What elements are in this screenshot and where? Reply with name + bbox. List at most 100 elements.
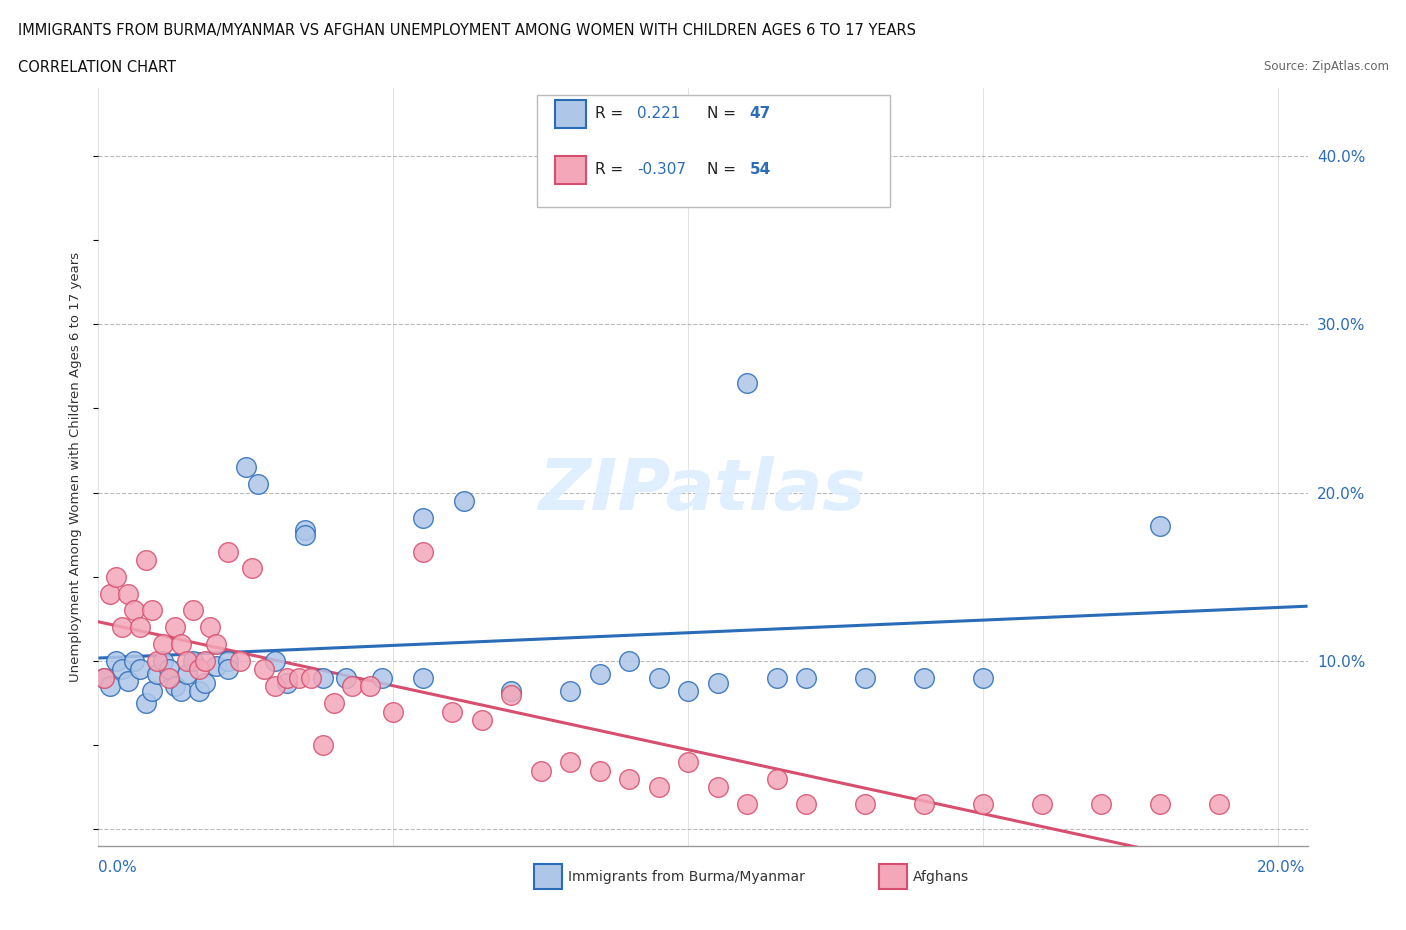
Point bbox=[176, 654, 198, 669]
Point bbox=[706, 675, 728, 690]
Point bbox=[240, 561, 263, 576]
Text: N =: N = bbox=[707, 106, 737, 121]
Point bbox=[246, 477, 269, 492]
Point bbox=[912, 797, 935, 812]
Text: N =: N = bbox=[707, 162, 737, 177]
Point bbox=[412, 511, 434, 525]
Point bbox=[706, 780, 728, 795]
Point bbox=[412, 671, 434, 685]
Point bbox=[340, 679, 363, 694]
Point bbox=[382, 704, 405, 719]
Point bbox=[912, 671, 935, 685]
Text: 47: 47 bbox=[749, 106, 770, 121]
Point bbox=[98, 586, 121, 601]
Point bbox=[111, 620, 134, 635]
Point bbox=[765, 671, 787, 685]
Point bbox=[117, 586, 139, 601]
Point bbox=[1031, 797, 1053, 812]
Text: Immigrants from Burma/Myanmar: Immigrants from Burma/Myanmar bbox=[568, 870, 804, 884]
Point bbox=[412, 544, 434, 559]
Point bbox=[1149, 519, 1171, 534]
Point bbox=[648, 671, 671, 685]
Point bbox=[187, 684, 209, 698]
Point bbox=[294, 527, 316, 542]
Point bbox=[152, 637, 174, 652]
Point bbox=[560, 684, 582, 698]
Point bbox=[141, 684, 163, 698]
Point bbox=[217, 544, 239, 559]
Point bbox=[972, 671, 994, 685]
Point bbox=[370, 671, 392, 685]
Point bbox=[299, 671, 322, 685]
Point bbox=[141, 603, 163, 618]
Point bbox=[359, 679, 381, 694]
Point bbox=[194, 675, 217, 690]
Text: Source: ZipAtlas.com: Source: ZipAtlas.com bbox=[1264, 60, 1389, 73]
Point bbox=[276, 675, 298, 690]
Text: 54: 54 bbox=[749, 162, 770, 177]
Point bbox=[276, 671, 298, 685]
Text: 0.0%: 0.0% bbox=[98, 860, 138, 875]
Point bbox=[619, 772, 641, 787]
Point bbox=[972, 797, 994, 812]
Point bbox=[98, 679, 121, 694]
Point bbox=[453, 494, 475, 509]
Point bbox=[335, 671, 357, 685]
Point bbox=[165, 679, 187, 694]
Text: R =: R = bbox=[595, 106, 623, 121]
Point bbox=[146, 654, 169, 669]
Point bbox=[235, 460, 257, 475]
Point bbox=[678, 684, 700, 698]
Point bbox=[122, 603, 145, 618]
Point bbox=[1090, 797, 1112, 812]
Point bbox=[217, 654, 239, 669]
Point bbox=[589, 763, 612, 777]
Point bbox=[264, 654, 287, 669]
Point bbox=[146, 667, 169, 682]
Point bbox=[105, 569, 128, 584]
Text: -0.307: -0.307 bbox=[637, 162, 686, 177]
Point bbox=[165, 620, 187, 635]
Point bbox=[93, 671, 115, 685]
Point bbox=[294, 523, 316, 538]
Point bbox=[176, 667, 198, 682]
Point bbox=[471, 712, 494, 727]
Point bbox=[157, 662, 180, 677]
Text: 0.221: 0.221 bbox=[637, 106, 681, 121]
Text: R =: R = bbox=[595, 162, 623, 177]
Point bbox=[441, 704, 464, 719]
Point bbox=[217, 662, 239, 677]
Point bbox=[323, 696, 346, 711]
Point bbox=[252, 662, 274, 677]
Point bbox=[93, 671, 115, 685]
Point bbox=[853, 671, 876, 685]
Text: 20.0%: 20.0% bbox=[1257, 860, 1305, 875]
Point bbox=[589, 667, 612, 682]
Point bbox=[288, 671, 311, 685]
Point bbox=[157, 671, 180, 685]
Point bbox=[181, 654, 204, 669]
Point bbox=[135, 696, 157, 711]
Text: CORRELATION CHART: CORRELATION CHART bbox=[18, 60, 176, 75]
Point bbox=[794, 797, 817, 812]
Point bbox=[264, 679, 287, 694]
Point bbox=[501, 687, 523, 702]
Point bbox=[205, 637, 228, 652]
Point bbox=[128, 662, 150, 677]
Point bbox=[229, 654, 252, 669]
Point bbox=[765, 772, 787, 787]
Point bbox=[135, 552, 157, 567]
Point bbox=[194, 654, 217, 669]
Point bbox=[678, 754, 700, 769]
Point bbox=[105, 654, 128, 669]
Point bbox=[648, 780, 671, 795]
Point bbox=[205, 658, 228, 673]
Point bbox=[311, 737, 333, 752]
Text: Afghans: Afghans bbox=[912, 870, 969, 884]
Point bbox=[530, 763, 553, 777]
Point bbox=[1149, 797, 1171, 812]
Point bbox=[619, 654, 641, 669]
Y-axis label: Unemployment Among Women with Children Ages 6 to 17 years: Unemployment Among Women with Children A… bbox=[69, 252, 83, 683]
Point bbox=[117, 674, 139, 689]
Point bbox=[128, 620, 150, 635]
